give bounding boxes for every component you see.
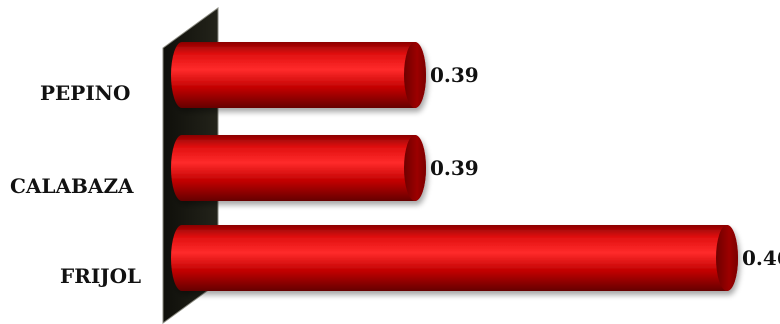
value-label: 0.39 xyxy=(430,63,479,87)
category-labels: PEPINO CALABAZA FRIJOL xyxy=(10,81,141,288)
category-label: FRIJOL xyxy=(60,264,141,288)
bar-calabaza xyxy=(171,135,426,201)
bar-pepino xyxy=(171,42,426,108)
category-label: PEPINO xyxy=(40,81,130,105)
value-labels: 0.39 0.39 0.46 xyxy=(430,63,780,270)
bar-body xyxy=(171,225,738,291)
value-label: 0.39 xyxy=(430,156,479,180)
value-label: 0.46 xyxy=(742,246,780,270)
bars-group xyxy=(171,42,738,291)
category-label: CALABAZA xyxy=(10,174,134,198)
bar-end-cap xyxy=(404,42,426,108)
bar-body xyxy=(171,42,426,108)
bar-body xyxy=(171,135,426,201)
bar-frijol xyxy=(171,225,738,291)
bar-end-cap xyxy=(404,135,426,201)
bar-end-cap xyxy=(716,225,738,291)
